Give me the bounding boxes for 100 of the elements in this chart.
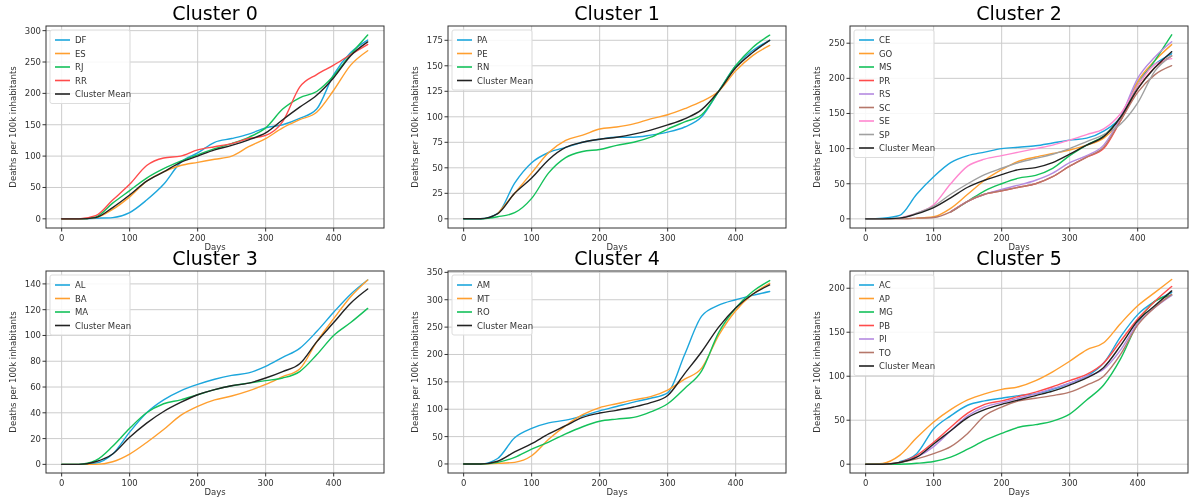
- x-tick-label: 200: [189, 478, 206, 488]
- x-tick-label: 200: [591, 233, 608, 243]
- y-tick-label: 350: [426, 267, 443, 278]
- y-tick-label: 0: [437, 458, 443, 469]
- x-tick-label: 400: [325, 233, 342, 243]
- legend-label: BA: [75, 293, 87, 304]
- legend-label: RR: [75, 75, 87, 86]
- x-tick-label: 300: [257, 233, 274, 243]
- x-axis-title: Days: [606, 242, 629, 252]
- legend-label: PR: [879, 75, 891, 86]
- legend-label: MS: [879, 62, 892, 72]
- y-tick-label: 50: [432, 162, 443, 173]
- x-tick-label: 100: [523, 478, 540, 488]
- legend-label: Cluster Mean: [879, 143, 936, 153]
- y-tick-label: 50: [834, 415, 845, 426]
- x-tick-label: 400: [727, 478, 744, 488]
- legend-label: RO: [477, 307, 490, 317]
- x-tick-label: 0: [460, 478, 467, 488]
- legend-label: SE: [879, 116, 890, 126]
- x-axis-title: Days: [1008, 487, 1031, 497]
- legend-label: AP: [879, 293, 890, 304]
- y-axis-title: Deaths per 100k inhabitants: [8, 65, 18, 188]
- legend-label: Cluster Mean: [75, 320, 132, 331]
- y-tick-label: 250: [828, 38, 845, 49]
- y-tick-label: 0: [437, 213, 443, 224]
- legend-label: MG: [879, 307, 893, 317]
- y-axis-title: Deaths per 100k inhabitants: [410, 65, 420, 188]
- y-tick-label: 150: [828, 327, 845, 338]
- y-tick-label: 250: [24, 57, 41, 68]
- y-tick-label: 200: [828, 283, 845, 294]
- x-tick-label: 200: [591, 478, 608, 488]
- y-tick-label: 40: [30, 407, 41, 418]
- y-tick-label: 0: [35, 459, 41, 470]
- legend-label: AC: [879, 280, 891, 290]
- legend-label: Cluster Mean: [879, 361, 936, 371]
- x-tick-label: 0: [862, 233, 869, 243]
- legend-label: RN: [477, 62, 490, 72]
- legend-label: Cluster Mean: [477, 75, 534, 86]
- y-tick-label: 100: [828, 143, 845, 154]
- y-tick-label: 50: [30, 182, 41, 193]
- y-tick-label: 200: [828, 73, 845, 84]
- x-tick-label: 400: [325, 478, 342, 488]
- y-tick-label: 60: [30, 382, 41, 393]
- y-tick-label: 50: [834, 178, 845, 189]
- x-tick-label: 100: [925, 233, 942, 243]
- chart-title: Cluster 0: [172, 2, 258, 24]
- x-tick-label: 100: [523, 233, 540, 243]
- legend-label: AL: [75, 280, 86, 290]
- legend-label: Cluster Mean: [75, 89, 132, 99]
- x-tick-label: 200: [993, 233, 1010, 243]
- legend-label: PE: [477, 48, 488, 59]
- x-tick-label: 0: [460, 233, 467, 243]
- legend-label: MT: [477, 293, 491, 304]
- legend-label: Cluster Mean: [477, 320, 534, 331]
- x-tick-label: 300: [659, 233, 676, 243]
- y-tick-label: 150: [426, 60, 443, 71]
- legend-label: CE: [879, 35, 891, 45]
- x-axis-title: Days: [204, 242, 227, 252]
- y-tick-label: 175: [426, 35, 443, 46]
- y-tick-label: 20: [30, 433, 41, 444]
- y-tick-label: 50: [432, 431, 443, 442]
- y-tick-label: 300: [24, 25, 41, 36]
- legend-label: PB: [879, 320, 891, 331]
- legend-label: ES: [75, 48, 86, 59]
- y-tick-label: 150: [828, 108, 845, 119]
- x-tick-label: 100: [121, 233, 138, 243]
- legend-label: RJ: [75, 62, 84, 72]
- x-axis-title: Days: [606, 487, 629, 497]
- y-tick-label: 150: [426, 376, 443, 387]
- y-tick-label: 25: [432, 188, 443, 199]
- x-tick-label: 300: [1061, 233, 1078, 243]
- y-tick-label: 250: [426, 322, 443, 333]
- y-tick-label: 100: [426, 404, 443, 415]
- x-axis-title: Days: [1008, 242, 1031, 252]
- chart-title: Cluster 2: [976, 2, 1062, 24]
- x-tick-label: 0: [58, 478, 65, 488]
- legend-label: RS: [879, 89, 891, 99]
- x-tick-label: 400: [727, 233, 744, 243]
- y-tick-label: 120: [24, 304, 41, 315]
- legend-label: GO: [879, 48, 893, 59]
- x-tick-label: 300: [257, 478, 274, 488]
- y-axis-title: Deaths per 100k inhabitants: [8, 310, 18, 433]
- y-tick-label: 100: [24, 151, 41, 162]
- y-tick-label: 200: [24, 88, 41, 99]
- legend-label: AM: [477, 280, 491, 290]
- legend-label: SP: [879, 129, 890, 140]
- y-axis-title: Deaths per 100k inhabitants: [812, 310, 822, 433]
- y-tick-label: 125: [426, 86, 443, 97]
- x-tick-label: 300: [1061, 478, 1078, 488]
- x-tick-label: 100: [121, 478, 138, 488]
- legend-label: MA: [75, 307, 89, 317]
- y-axis-title: Deaths per 100k inhabitants: [410, 310, 420, 433]
- y-axis-title: Deaths per 100k inhabitants: [812, 65, 822, 188]
- legend-label: DF: [75, 35, 87, 45]
- legend-label: SC: [879, 102, 891, 113]
- y-tick-label: 100: [426, 111, 443, 122]
- legend-label: TO: [878, 347, 892, 358]
- x-tick-label: 0: [58, 233, 65, 243]
- y-tick-label: 100: [24, 330, 41, 341]
- y-tick-label: 300: [426, 294, 443, 305]
